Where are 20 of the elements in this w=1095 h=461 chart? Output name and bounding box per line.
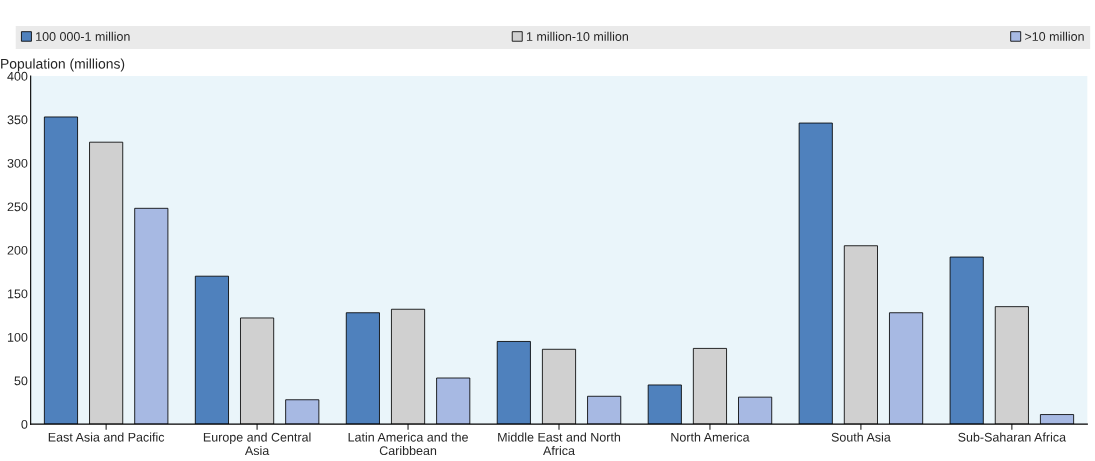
x-tick-label: Latin America and the Caribbean: [348, 432, 468, 456]
y-tick-label: 350: [7, 115, 28, 125]
y-tick-label: 300: [7, 158, 28, 168]
x-tick-label: Sub-Saharan Africa: [958, 432, 1067, 442]
y-tick-label: 100: [7, 332, 28, 342]
x-tick-label: South Asia: [831, 432, 891, 442]
x-tick-label: Europe and Central Asia: [203, 432, 311, 456]
legend-label: 100 000-1 million: [36, 31, 130, 41]
y-tick-label: 150: [7, 289, 28, 299]
y-tick-label: 50: [14, 376, 28, 386]
legend-label: 1 million-10 million: [526, 31, 628, 41]
x-tick-label: Middle East and North Africa: [498, 432, 621, 456]
x-tick-label: East Asia and Pacific: [48, 432, 165, 442]
y-tick-label: 200: [7, 245, 28, 255]
y-tick-label: 0: [21, 419, 28, 429]
x-tick-label: North America: [671, 432, 750, 442]
y-axis-title: Population (millions): [1, 58, 125, 72]
legend-label: >10 million: [1025, 31, 1084, 41]
y-tick-label: 400: [7, 71, 28, 81]
y-tick-label: 250: [7, 202, 28, 212]
